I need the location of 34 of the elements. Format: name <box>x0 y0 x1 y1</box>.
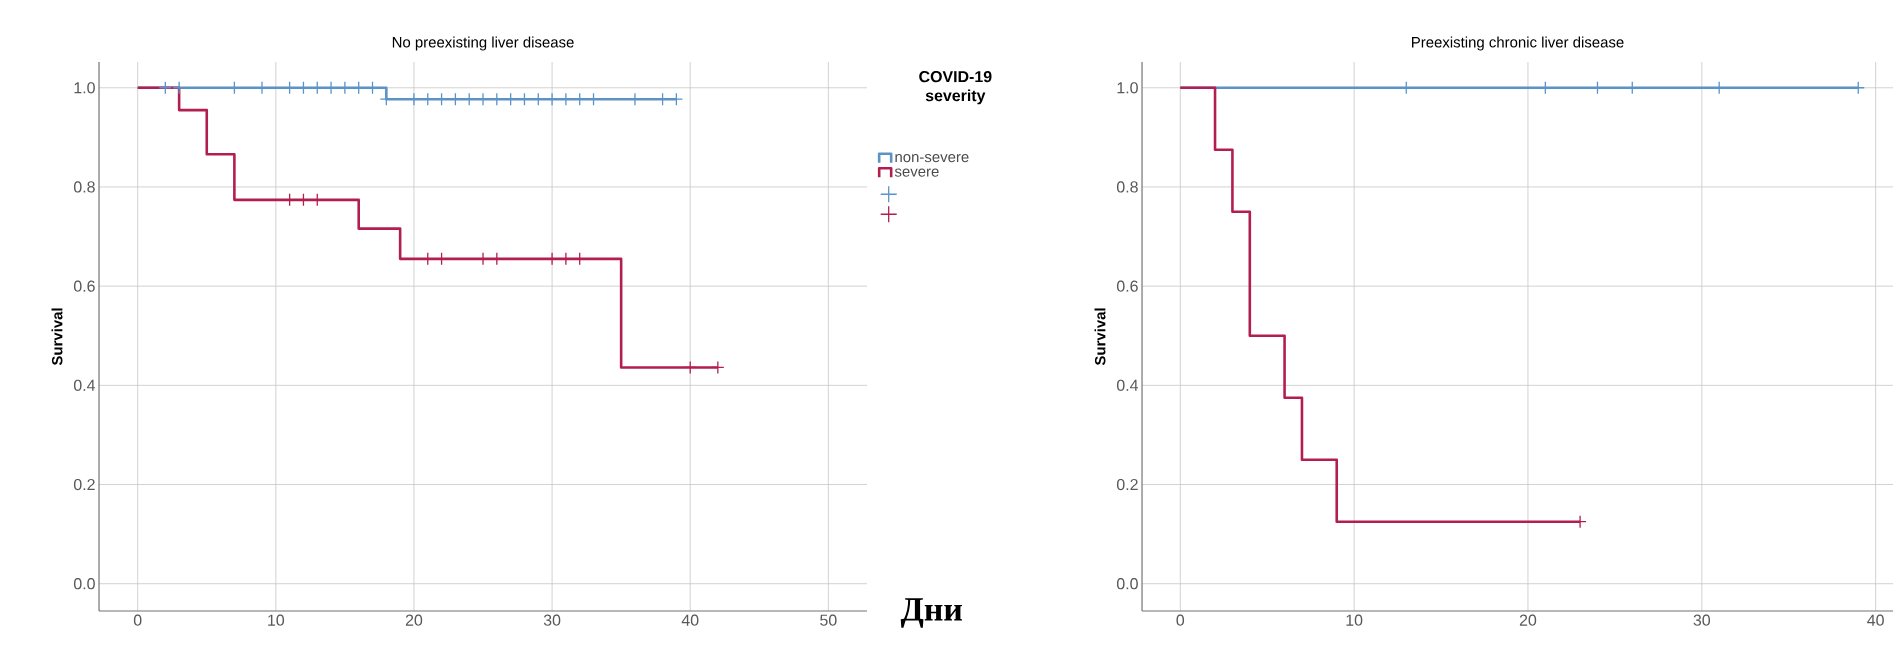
legend-label: non-severe <box>895 154 969 163</box>
legend-label: severe <box>894 168 939 177</box>
x-tick-label: 50 <box>820 614 837 626</box>
y-axis-title: Survival <box>1094 308 1106 366</box>
y-tick-label: 0.2 <box>1116 478 1138 491</box>
x-tick-label: 20 <box>1519 614 1537 626</box>
x-tick-label: 0 <box>133 614 142 626</box>
x-tick-label: 10 <box>268 614 285 626</box>
y-tick-label: 0.4 <box>73 379 96 391</box>
y-tick-label: 0.6 <box>1116 280 1138 292</box>
x-axis-title: Дни <box>900 598 962 628</box>
chart-title: Preexisting chronic liver disease <box>1412 36 1624 51</box>
point <box>158 81 172 95</box>
point <box>711 360 725 375</box>
y-axis-title: Survival <box>51 308 63 366</box>
y-tick-label: 1.0 <box>1117 82 1138 94</box>
point <box>683 360 697 375</box>
x-tick-label: 20 <box>405 614 423 626</box>
x-tick-label: 0 <box>1176 614 1185 626</box>
x-tick-label: 30 <box>1693 614 1711 626</box>
y-tick-label: 0.6 <box>73 280 95 292</box>
x-tick-label: 10 <box>1346 614 1363 626</box>
y-tick-label: 0.4 <box>1116 379 1139 391</box>
x-tick-label: 30 <box>543 614 561 626</box>
y-tick-label: 0.0 <box>1116 578 1138 590</box>
y-tick-label: 0.8 <box>73 181 95 193</box>
y-tick-label: 1.0 <box>74 82 95 94</box>
y-tick-label: 0.2 <box>73 478 95 491</box>
legend-title: COVID-19 severity <box>919 70 992 105</box>
x-tick-label: 40 <box>681 614 699 626</box>
chart-title: No preexisting liver disease <box>392 36 574 51</box>
y-tick-label: 0.8 <box>1116 181 1138 193</box>
y-tick-label: 0.0 <box>73 578 95 590</box>
x-tick-label: 40 <box>1867 614 1884 626</box>
